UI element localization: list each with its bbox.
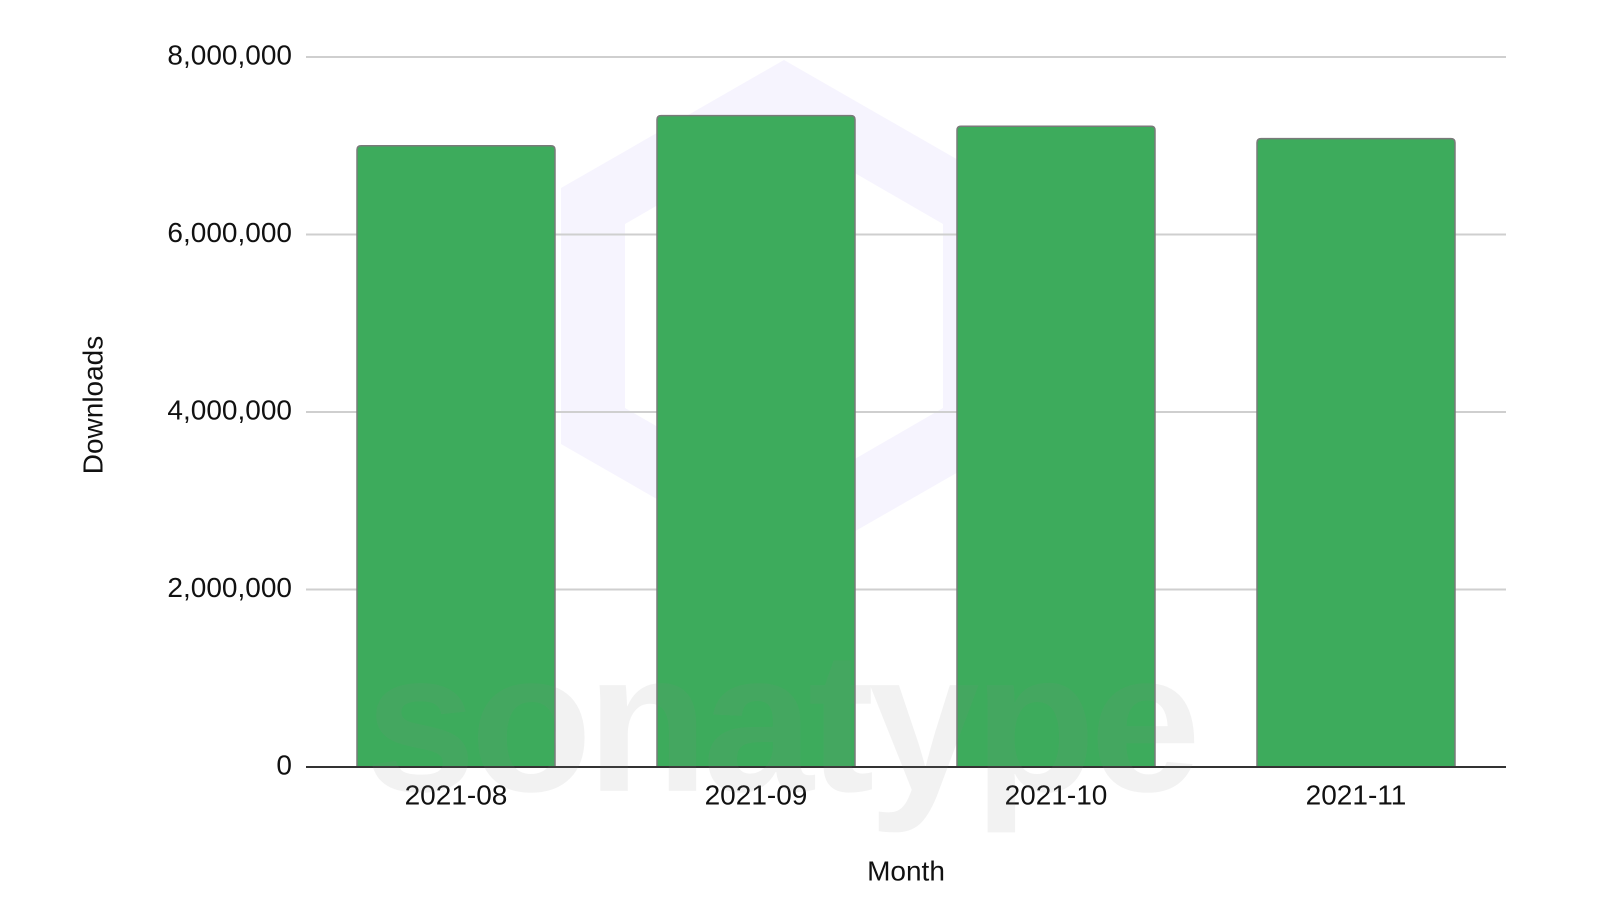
- x-tick-label: 2021-11: [1306, 779, 1407, 810]
- y-tick-label: 0: [276, 749, 292, 780]
- y-axis-label: Downloads: [77, 336, 108, 475]
- y-tick-label: 2,000,000: [167, 572, 292, 603]
- x-tick-label: 2021-08: [405, 779, 508, 810]
- y-tick-label: 4,000,000: [167, 394, 292, 425]
- x-axis-label: Month: [867, 855, 945, 886]
- bar: [356, 145, 556, 767]
- bar: [1256, 137, 1456, 767]
- bar: [956, 125, 1156, 767]
- x-tick-label: 2021-10: [1005, 779, 1108, 810]
- y-tick-label: 8,000,000: [167, 39, 292, 70]
- y-tick-label: 6,000,000: [167, 217, 292, 248]
- bar: [656, 114, 856, 767]
- x-tick-label: 2021-09: [705, 779, 808, 810]
- watermark: sonatype: [365, 611, 1195, 834]
